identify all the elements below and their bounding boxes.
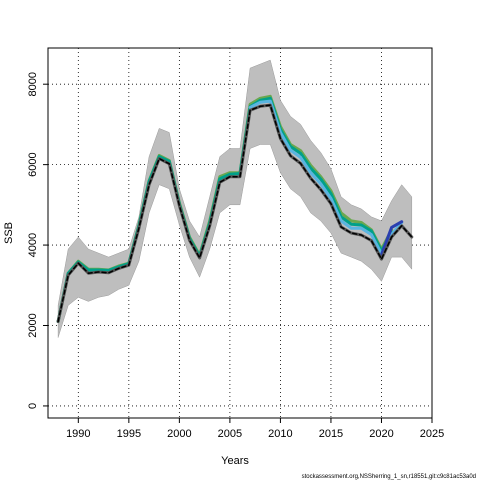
y-axis-title: SSB: [3, 222, 15, 244]
confidence-band: [57, 59, 413, 338]
x-tick-label: 2020: [369, 428, 393, 440]
x-tick-label: 2000: [167, 428, 191, 440]
y-axis: 0 2000 4000 6000 8000: [27, 72, 48, 409]
plot-frame: [47, 47, 433, 419]
y-tick-label: 0: [27, 403, 39, 409]
x-tick-label: 2005: [218, 428, 242, 440]
x-tick-label: 2015: [319, 428, 343, 440]
x-tick-label: 2025: [420, 428, 444, 440]
series-line-4: [380, 220, 404, 257]
x-tick-label: 1990: [66, 428, 90, 440]
y-tick-label: 2000: [27, 313, 39, 337]
footer-text: stockassessment.org,NSSherring_1_sn,r185…: [302, 474, 476, 480]
series-line-2: [56, 96, 394, 323]
x-axis-title: Years: [221, 455, 249, 467]
x-tick-label: 2010: [268, 428, 292, 440]
series-line-6: [57, 104, 413, 323]
x-axis: 1990 1995 2000 2005 2010 2015 2020 2025: [66, 418, 444, 440]
y-tick-label: 4000: [27, 233, 39, 257]
x-tick-label: 1995: [117, 428, 141, 440]
series-lines: [56, 94, 414, 323]
confidence-band-area: [57, 59, 413, 338]
y-tick-label: 6000: [27, 152, 39, 176]
y-tick-label: 8000: [27, 72, 39, 96]
